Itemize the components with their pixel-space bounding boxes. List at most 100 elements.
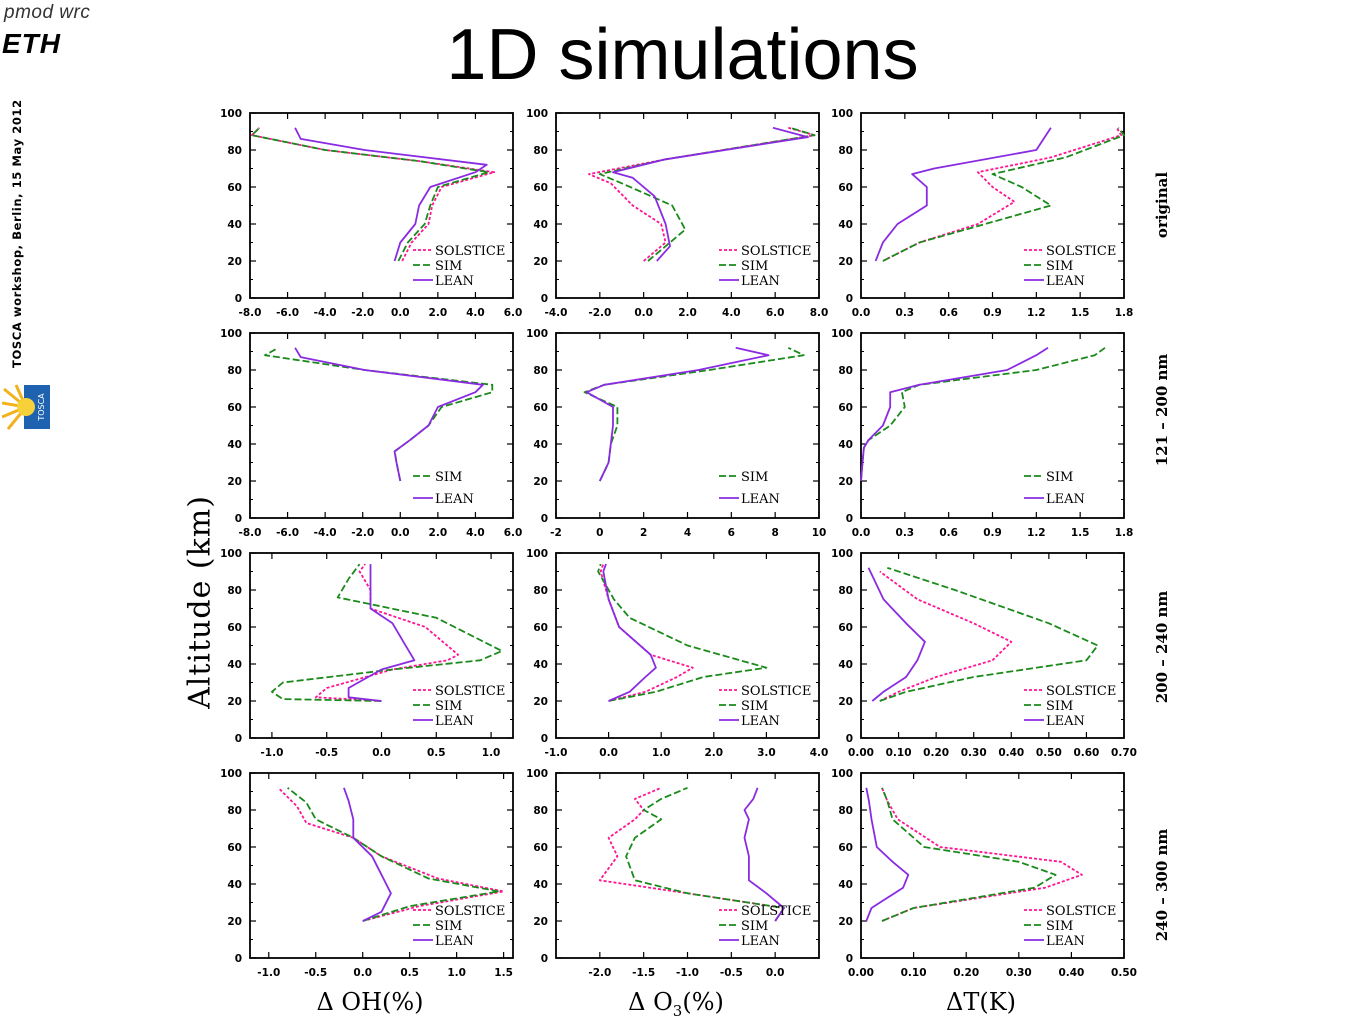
y-tick-label: 80 [838,145,853,157]
x-tick-label: 1.0 [652,747,671,759]
y-tick-label: 100 [526,548,548,560]
y-tick-label: 100 [831,768,853,780]
x-tick-label: -2.0 [588,967,611,979]
legend-label-solstice: SOLSTICE [1046,904,1116,919]
panel-frame [249,112,514,299]
series-line-solstice [250,127,496,262]
x-tick-label: 0.9 [983,307,1002,319]
legend-label-solstice: SOLSTICE [435,684,505,699]
y-tick-label: 40 [838,659,853,671]
x-tick-label: 0.70 [1111,747,1137,759]
y-tick-label: 100 [220,328,242,340]
legend-label-sim: SIM [1046,919,1073,934]
series-line-solstice [881,787,1083,922]
x-tick-label: 0.10 [901,967,927,979]
y-tick-label: 20 [533,256,548,268]
series-line-lean [585,346,770,482]
y-tick-label: 20 [838,916,853,928]
y-tick-label: 0 [235,733,242,745]
series-line-sim [598,126,816,262]
series-line-sim [860,347,1106,482]
x-tick-label: 0.0 [766,967,785,979]
y-tick-label: 20 [533,916,548,928]
x-tick-label: 0.50 [1036,747,1062,759]
y-tick-label: 80 [533,145,548,157]
series-line-lean [347,564,416,702]
legend-label-lean: LEAN [741,274,780,289]
x-tick-label: -8.0 [239,307,262,319]
panel-frame [555,772,820,959]
series-line-solstice [882,127,1122,262]
y-tick-label: 80 [838,365,853,377]
y-tick-label: 0 [235,293,242,305]
x-tick-label: 0.5 [400,967,419,979]
x-tick-label: 8 [772,527,779,539]
x-tick-label: 0.0 [599,747,618,759]
series-line-sim [250,127,490,262]
row-label-200-240: 200 – 240 nm [1153,590,1171,704]
x-tick-label: -4.0 [314,527,337,539]
y-tick-label: 100 [831,328,853,340]
y-tick-label: 20 [227,476,242,488]
x-tick-label: -6.0 [276,307,299,319]
x-tick-label: 0.50 [1111,967,1137,979]
y-tick-label: 40 [227,659,242,671]
x-tick-label: 1.2 [1027,307,1046,319]
y-tick-label: 0 [846,953,853,965]
legend-label-solstice: SOLSTICE [1046,684,1116,699]
legend-label-solstice: SOLSTICE [1046,244,1116,259]
x-tick-label: 0.20 [923,747,949,759]
y-tick-label: 20 [533,696,548,708]
x-tick-label: -8.0 [239,527,262,539]
x-tick-label: 1.5 [1071,307,1090,319]
series-line-lean [294,127,488,262]
x-axis-title-t: ΔT(K) [946,988,1016,1016]
legend-label-lean: LEAN [741,492,780,507]
x-tick-label: 0.00 [848,747,874,759]
x-tick-label: -0.5 [304,967,327,979]
x-tick-label: 0.6 [939,307,958,319]
series-line-sim [264,347,494,482]
x-tick-label: 0.40 [1058,967,1084,979]
legend-label-sim: SIM [741,919,768,934]
x-tick-label: 10 [812,527,827,539]
y-tick-label: 80 [227,805,242,817]
x-tick-label: -1.0 [257,967,280,979]
series-line-lean [743,787,785,922]
y-tick-label: 20 [227,696,242,708]
y-tick-label: 80 [227,145,242,157]
legend-label-lean: LEAN [1046,934,1085,949]
x-tick-label: -1.5 [632,967,655,979]
y-tick-label: 60 [838,402,853,414]
panel-frame [860,112,1125,299]
y-tick-label: 0 [541,293,548,305]
row-label-original: original [1153,171,1171,239]
x-tick-label: 2.0 [678,307,697,319]
y-tick-label: 40 [227,879,242,891]
y-tick-label: 0 [235,513,242,525]
y-tick-label: 100 [831,548,853,560]
series-line-sim [879,566,1099,702]
y-tick-label: 100 [831,108,853,120]
legend-label-solstice: SOLSTICE [741,244,811,259]
x-tick-label: 0.5 [427,747,446,759]
legend-label-sim: SIM [741,470,768,485]
y-tick-label: 0 [846,293,853,305]
legend-label-lean: LEAN [435,492,474,507]
x-tick-label: 0.6 [939,527,958,539]
y-tick-label: 80 [227,585,242,597]
legend-label-lean: LEAN [435,714,474,729]
x-tick-label: 1.5 [494,967,513,979]
y-tick-label: 40 [838,879,853,891]
x-tick-label: -1.0 [260,747,283,759]
legend-label-lean: LEAN [1046,492,1085,507]
x-tick-label: 0.3 [896,307,915,319]
y-tick-label: 80 [838,805,853,817]
series-line-solstice [599,563,694,702]
x-tick-label: 0.3 [896,527,915,539]
y-tick-label: 60 [838,622,853,634]
series-line-lean [874,127,1052,262]
series-line-sim [270,563,503,702]
series-line-sim [287,787,500,922]
